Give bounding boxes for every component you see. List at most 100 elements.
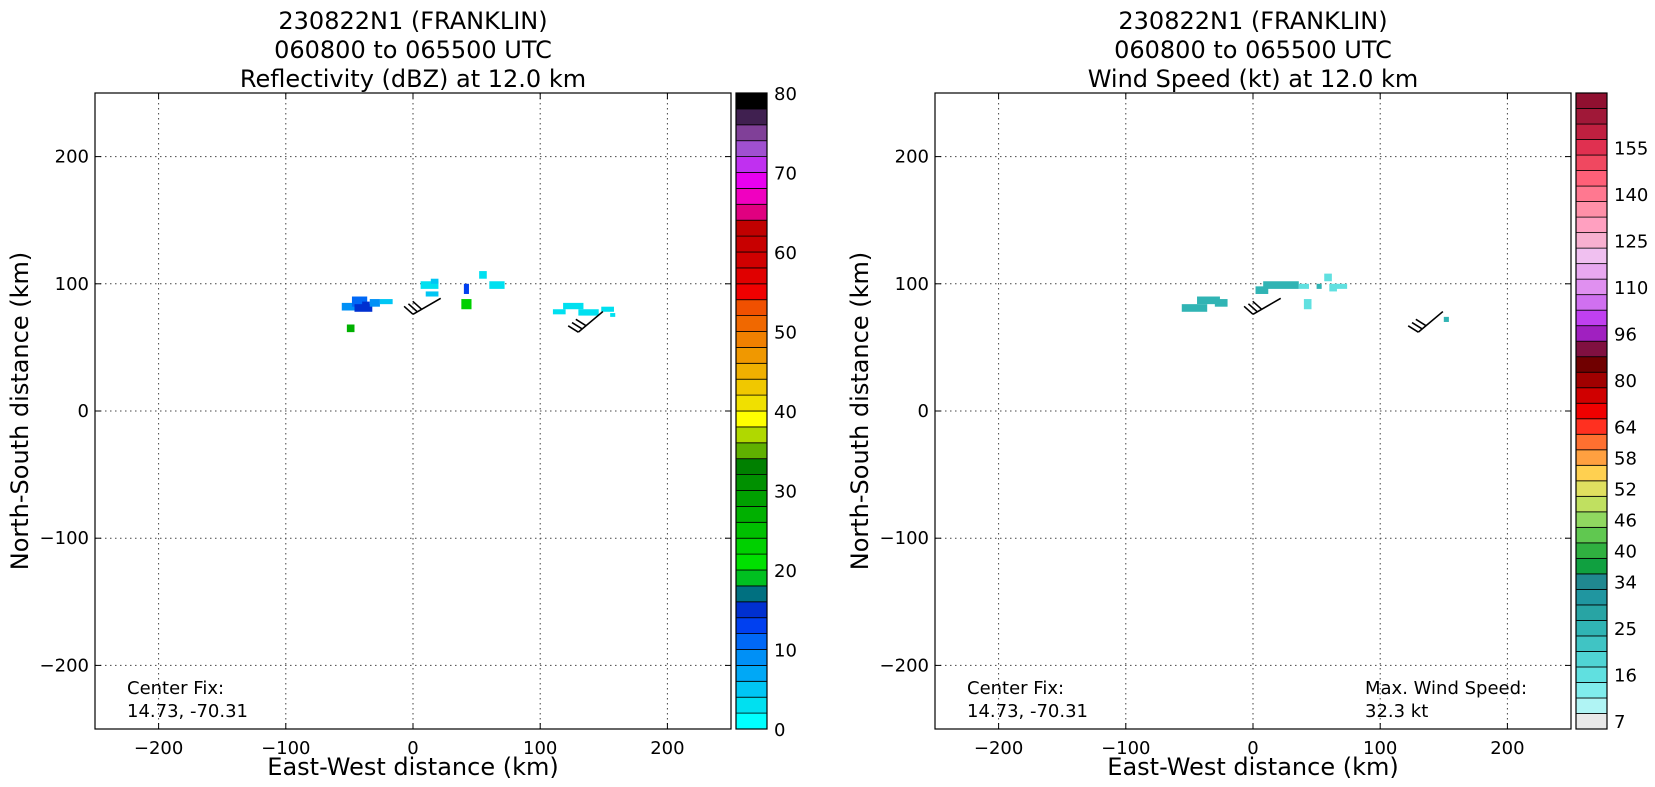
x-tick-label: 0 [1247,738,1258,759]
colorbar-segment [1575,635,1608,652]
colorbar-segment [735,633,768,650]
colorbar-segment [735,458,768,476]
wind-barb-flag [571,321,583,330]
title-line-3: Reflectivity (dBZ) at 12.0 km [240,65,586,93]
data-cell [1197,296,1220,305]
colorbar-tick-label: 125 [1614,231,1648,252]
data-cell [1324,273,1332,282]
colorbar-segment [735,346,768,364]
data-cell [430,278,439,284]
annotation-line: Max. Wind Speed: [1365,678,1527,699]
colorbar-segment [1575,170,1608,187]
colorbar-segment [735,235,768,253]
colorbar-segment [735,331,768,348]
x-tick-label: 100 [1363,738,1397,759]
colorbar-segment [1575,325,1608,342]
colorbar-frame [1575,92,1608,730]
colorbar-segment [735,617,768,635]
colorbar-segment [1575,294,1608,311]
colorbar-segment [735,490,768,507]
data-cell [341,302,355,311]
data-cell [610,313,616,317]
y-tick-label: 200 [895,147,929,168]
colorbar-segment [735,203,768,221]
colorbar-segment [1575,216,1608,234]
title-line-1: 230822N1 (FRANKLIN) [278,7,547,35]
colorbar-segment [1575,620,1608,637]
colorbar-segment [1575,278,1608,296]
wind-barb-staff [412,297,442,316]
colorbar-segment [1575,387,1608,404]
colorbar-tick-label: 96 [1614,324,1637,345]
annotation-line: Center Fix: [127,678,224,699]
y-tick-label: −200 [880,655,929,676]
colorbar-tick-label: 80 [774,84,797,105]
colorbar-segment [735,156,768,173]
data-cell [489,281,505,289]
colorbar-segment [735,474,768,491]
colorbar-tick-label: 52 [1614,480,1637,501]
colorbar-tick-label: 110 [1614,278,1648,299]
colorbar-segment [735,585,768,603]
data-cell [362,301,370,310]
colorbar-frame [735,92,768,730]
data-cell [420,281,439,289]
data-cell [578,309,599,316]
colorbar-segment [1575,139,1608,156]
colorbar-tick-label: 40 [774,402,797,423]
colorbar-tick-label: 25 [1614,619,1637,640]
colorbar-tick-label: 80 [1614,371,1637,392]
colorbar-segment [1575,542,1608,559]
colorbar-segment [1575,92,1608,109]
wind-barb-flag [407,303,418,313]
annotation-line: 32.3 kt [1365,701,1428,722]
data-cell [601,306,614,312]
data-cell [461,299,472,310]
y-tick-label: 0 [78,401,89,422]
colorbar-segment [1575,480,1608,497]
wind-barb [403,297,442,316]
colorbar-tick-label: 0 [774,720,785,741]
wind-barb-flag [1247,303,1258,313]
colorbar-segment [735,219,768,237]
data-cell [1255,286,1269,294]
colorbar-tick-label: 20 [774,561,797,582]
colorbar-tick-label: 70 [774,164,797,185]
x-tick-label: −200 [974,738,1023,759]
colorbar-segment [735,394,768,412]
wind-barb-staff [577,310,604,333]
wind-barb-flag [403,305,414,315]
title-line-3: Wind Speed (kt) at 12.0 km [1088,65,1419,93]
colorbar-segment [1575,309,1608,327]
y-tick-label: −100 [40,528,89,549]
y-tick-label: 200 [55,147,89,168]
x-tick-label: 200 [650,738,684,759]
colorbar-segment [735,124,768,142]
colorbar-segment [735,92,768,110]
colorbar-tick-label: 10 [774,641,797,662]
data-cell [1316,283,1322,289]
colorbar-segment [1575,713,1608,730]
y-tick-label: 0 [918,401,929,422]
x-axis-label: East-West distance (km) [267,753,558,781]
colorbar-segment [735,680,768,698]
colorbar-tick-label: 155 [1614,138,1648,159]
title-line-2: 060800 to 065500 UTC [274,36,552,64]
colorbar-segment [1575,495,1608,513]
annotation-line: Center Fix: [967,678,1064,699]
colorbar-segment [1575,511,1608,528]
wind-barb-flag [412,300,423,310]
colorbar-segment [735,649,768,666]
data-cell [1303,299,1312,310]
wind-barb-flag [575,318,587,327]
colorbar-segment [735,696,768,714]
annotation-line: 14.73, -70.31 [127,701,248,722]
y-axis-label: North-South distance (km) [846,252,874,571]
colorbar-segment [735,362,768,380]
data-cell [425,291,439,297]
colorbar-segment [735,537,768,555]
colorbar-tick-label: 46 [1614,511,1637,532]
wind-barb-flag [1415,318,1427,327]
data-cell [463,283,469,294]
